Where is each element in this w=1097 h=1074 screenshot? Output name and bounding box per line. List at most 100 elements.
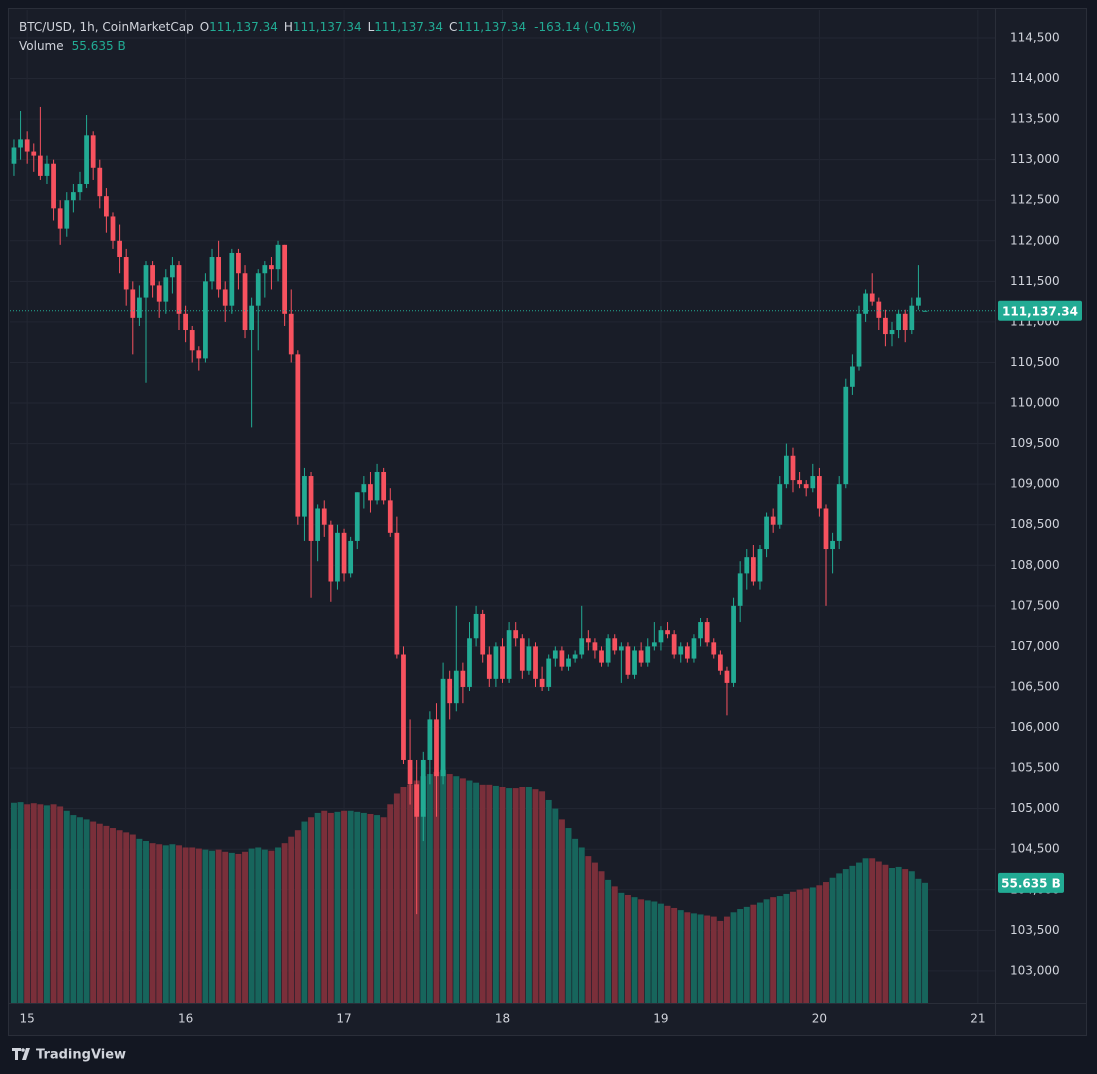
volume-bar bbox=[83, 819, 90, 1003]
candle-body bbox=[883, 317, 888, 335]
volume-bar bbox=[96, 823, 103, 1003]
candle-body bbox=[546, 658, 552, 687]
candle-body bbox=[513, 630, 519, 639]
volume-bar bbox=[638, 899, 645, 1003]
brand-logo[interactable]: TradingView bbox=[12, 1048, 126, 1063]
candle-body bbox=[170, 265, 175, 278]
volume-bar bbox=[671, 907, 678, 1003]
volume-bar bbox=[63, 810, 70, 1003]
candle-body bbox=[295, 354, 301, 517]
candle-body bbox=[698, 622, 703, 639]
volume-bar bbox=[156, 844, 163, 1003]
volume-bar bbox=[380, 817, 387, 1003]
y-tick-label: 105,000 bbox=[1010, 801, 1060, 815]
candle-body bbox=[368, 484, 373, 501]
volume-value: 55.635 B bbox=[72, 39, 126, 53]
candle-body bbox=[651, 642, 657, 647]
volume-bar bbox=[77, 817, 83, 1003]
y-tick-label: 108,500 bbox=[1010, 517, 1060, 531]
candle-body bbox=[51, 163, 56, 209]
ohlc-label: C bbox=[449, 20, 457, 34]
volume-bar bbox=[367, 814, 374, 1003]
candle-body bbox=[176, 265, 182, 314]
volume-bar bbox=[400, 787, 407, 1003]
candle-body bbox=[764, 516, 769, 550]
volume-bar bbox=[248, 848, 255, 1003]
candle-body bbox=[302, 476, 307, 517]
volume-bar bbox=[796, 889, 803, 1003]
ohlc-value: 111,137.34 bbox=[293, 20, 362, 34]
volume-bar bbox=[506, 788, 513, 1003]
volume-bar bbox=[499, 787, 506, 1003]
candle-body bbox=[784, 455, 789, 485]
volume-bar bbox=[690, 913, 697, 1003]
volume-bar bbox=[446, 774, 453, 1003]
candle-body bbox=[255, 273, 261, 306]
volume-bar bbox=[393, 793, 400, 1003]
volume-bar bbox=[558, 819, 565, 1003]
candle-body bbox=[407, 759, 413, 785]
candle-body bbox=[691, 638, 697, 659]
volume-bar bbox=[301, 821, 308, 1003]
volume-bar bbox=[195, 848, 202, 1003]
volume-bar bbox=[757, 902, 763, 1003]
volume-bar bbox=[37, 804, 44, 1003]
volume-bar bbox=[750, 904, 757, 1003]
volume-bar bbox=[143, 841, 149, 1003]
candle-body bbox=[249, 305, 255, 331]
candle-body bbox=[447, 678, 453, 704]
volume-badge-label: 55.635 B bbox=[1001, 876, 1061, 890]
candle-body bbox=[374, 471, 380, 501]
volume-bar bbox=[17, 802, 24, 1003]
volume-bar bbox=[849, 865, 856, 1003]
volume-bar bbox=[294, 830, 301, 1003]
volume-bar bbox=[261, 849, 268, 1003]
volume-bar bbox=[50, 804, 57, 1003]
volume-bar bbox=[407, 784, 414, 1003]
y-tick-label: 113,000 bbox=[1010, 152, 1060, 166]
volume-bar bbox=[889, 868, 895, 1003]
volume-bar bbox=[466, 780, 473, 1003]
y-tick-label: 114,000 bbox=[1010, 71, 1060, 85]
y-tick-label: 105,500 bbox=[1010, 761, 1060, 775]
logo-dot bbox=[21, 1048, 25, 1052]
volume-bar bbox=[697, 914, 704, 1003]
volume-label: Volume bbox=[19, 39, 64, 53]
volume-bar bbox=[539, 791, 546, 1003]
candle-body bbox=[896, 313, 901, 331]
candle-body bbox=[64, 200, 70, 229]
volume-bar bbox=[624, 895, 631, 1003]
candle-body bbox=[823, 508, 829, 550]
candle-body bbox=[328, 524, 334, 582]
volume-bar bbox=[823, 882, 829, 1003]
volume-bar bbox=[532, 789, 539, 1003]
axes: 103,000103,500104,000104,500105,000105,5… bbox=[10, 30, 1082, 1026]
volume-bar bbox=[704, 915, 711, 1003]
volume-bar bbox=[915, 878, 922, 1003]
volume-bar bbox=[492, 785, 499, 1003]
x-tick-label: 15 bbox=[20, 1012, 35, 1026]
volume-bar bbox=[519, 787, 526, 1003]
candle-body bbox=[559, 650, 565, 667]
candle-body bbox=[229, 252, 235, 306]
candle-body bbox=[757, 549, 763, 582]
candle-body bbox=[156, 285, 162, 302]
candle-body bbox=[387, 500, 393, 533]
candle-body bbox=[189, 330, 195, 351]
candle-body bbox=[453, 670, 459, 704]
volume-bar bbox=[90, 821, 97, 1003]
candle-body bbox=[84, 135, 89, 185]
volume-bar bbox=[922, 882, 928, 1003]
candle-body bbox=[110, 216, 116, 241]
volume-bar bbox=[842, 869, 849, 1003]
candle-body bbox=[850, 366, 855, 387]
ohlc-value: 111,137.34 bbox=[457, 20, 526, 34]
candle-body bbox=[137, 297, 142, 318]
candle-body bbox=[77, 184, 83, 193]
candle-body bbox=[803, 484, 809, 489]
candle-body bbox=[579, 638, 585, 655]
candle-body bbox=[724, 670, 730, 683]
candle-body bbox=[24, 139, 30, 152]
candle-body bbox=[863, 293, 868, 314]
